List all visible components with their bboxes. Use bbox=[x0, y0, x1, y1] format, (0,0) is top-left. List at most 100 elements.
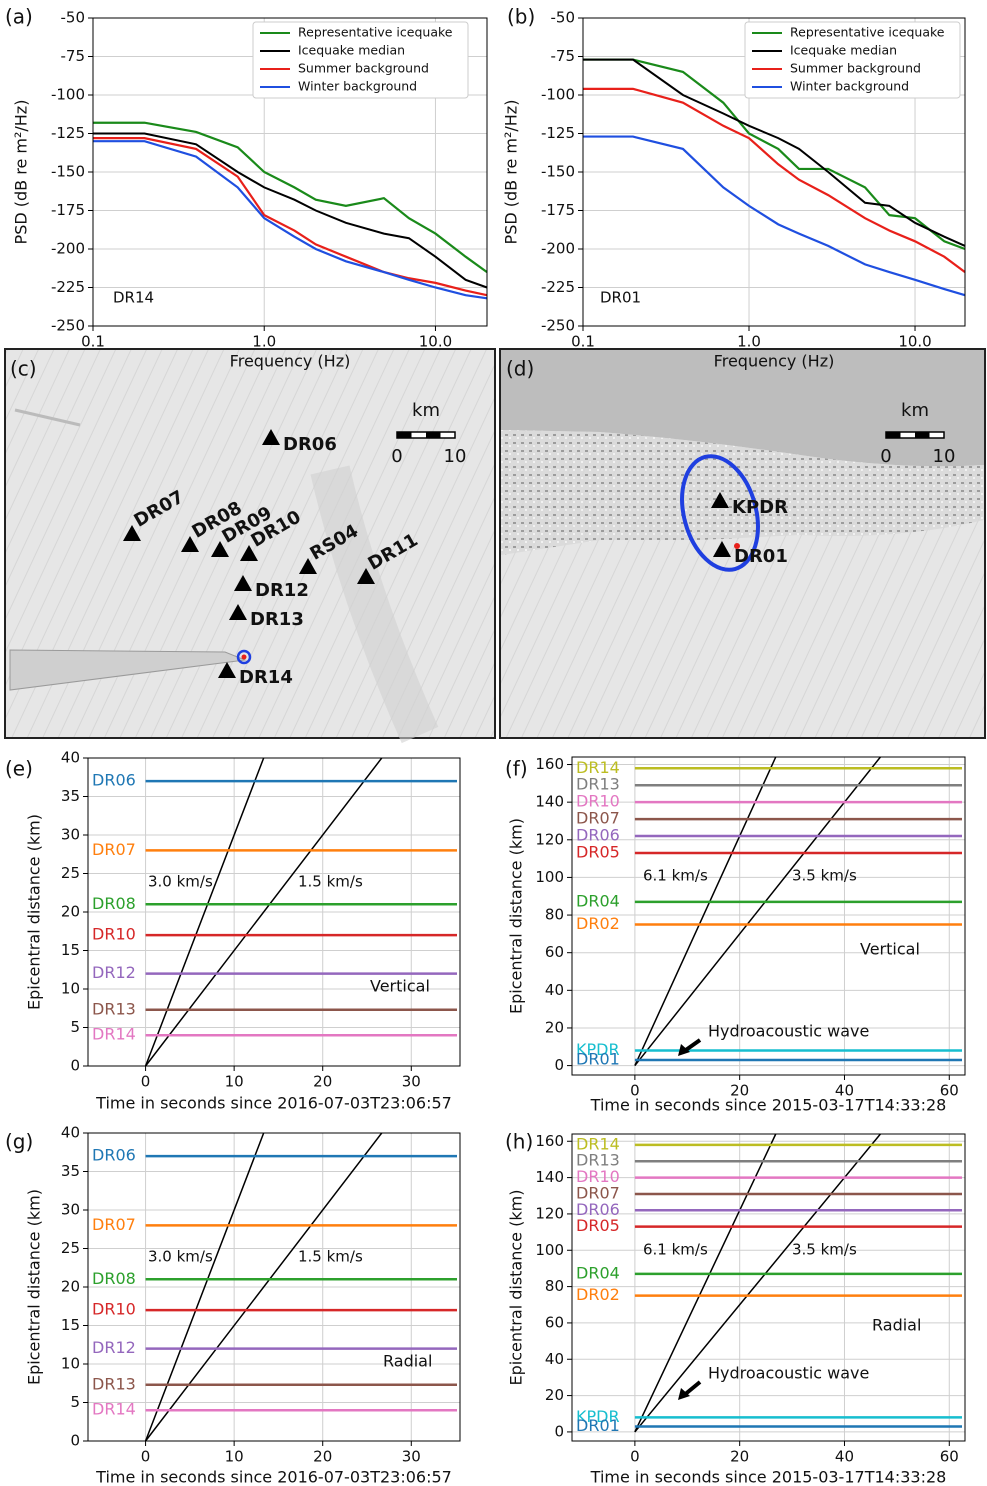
trace-label: DR13 bbox=[92, 1374, 136, 1393]
velocity-label: 3.0 km/s bbox=[148, 873, 213, 891]
y-tick-label: 140 bbox=[535, 793, 564, 811]
station-label: KPDR bbox=[732, 497, 788, 518]
trace-label: DR08 bbox=[92, 1269, 136, 1288]
component-label: Radial bbox=[872, 1316, 921, 1335]
scale-unit: km bbox=[412, 400, 440, 421]
scale-bar-segment bbox=[886, 432, 901, 438]
y-tick-label: 35 bbox=[61, 787, 80, 805]
x-axis-label: Frequency (Hz) bbox=[230, 352, 351, 371]
annotation: DR14 bbox=[113, 289, 154, 307]
y-axis-label: Epicentral distance (km) bbox=[507, 1190, 526, 1386]
panel: 01020300510152025303540(e)Time in second… bbox=[5, 749, 460, 1113]
trace-label: DR04 bbox=[576, 1263, 620, 1282]
y-tick-label: 80 bbox=[545, 906, 564, 924]
station-label: DR14 bbox=[239, 667, 293, 688]
scale-unit: km bbox=[901, 400, 929, 421]
y-tick-label: 5 bbox=[70, 1018, 80, 1036]
y-tick-label: -225 bbox=[541, 278, 575, 296]
panel-label: (e) bbox=[5, 757, 33, 781]
y-tick-label: -50 bbox=[551, 9, 576, 27]
trace-label: DR10 bbox=[92, 1300, 136, 1319]
y-tick-label: -250 bbox=[51, 317, 85, 335]
x-tick-label: 40 bbox=[835, 1448, 854, 1466]
y-tick-label: 0 bbox=[70, 1057, 80, 1075]
y-axis-label: Epicentral distance (km) bbox=[25, 814, 44, 1010]
scale-bar-segment bbox=[426, 432, 441, 438]
x-tick-label: 10 bbox=[225, 1448, 244, 1466]
y-tick-label: 100 bbox=[535, 1241, 564, 1259]
x-tick-label: 30 bbox=[402, 1448, 421, 1466]
velocity-label: 6.1 km/s bbox=[643, 1241, 708, 1259]
trace-label: DR13 bbox=[92, 999, 136, 1018]
y-tick-label: -225 bbox=[51, 278, 85, 296]
y-tick-label: -150 bbox=[541, 163, 575, 181]
y-tick-label: 20 bbox=[61, 903, 80, 921]
y-tick-label: 160 bbox=[535, 1132, 564, 1150]
y-tick-label: 80 bbox=[545, 1277, 564, 1295]
x-tick-label: 0.1 bbox=[81, 333, 105, 351]
y-tick-label: -75 bbox=[61, 47, 86, 65]
legend-label: Icequake median bbox=[790, 43, 897, 58]
y-tick-label: 20 bbox=[61, 1278, 80, 1296]
legend-label: Icequake median bbox=[298, 43, 405, 58]
x-tick-label: 10 bbox=[225, 1073, 244, 1091]
y-tick-label: -100 bbox=[541, 86, 575, 104]
y-tick-label: -125 bbox=[51, 124, 85, 142]
panel-label: (b) bbox=[507, 5, 535, 29]
y-axis-label: Epicentral distance (km) bbox=[507, 818, 526, 1014]
y-tick-label: 100 bbox=[535, 868, 564, 886]
legend-label: Winter background bbox=[790, 79, 909, 94]
legend-label: Summer background bbox=[298, 61, 429, 76]
trace-label: DR02 bbox=[576, 914, 620, 933]
plot-area bbox=[572, 1134, 965, 1441]
velocity-label: 1.5 km/s bbox=[298, 1248, 363, 1266]
figure: 0.11.010.0-50-75-100-125-150-175-200-225… bbox=[0, 0, 987, 1486]
station-label: DR01 bbox=[734, 546, 788, 567]
velocity-label: 3.0 km/s bbox=[148, 1248, 213, 1266]
panel-label: (a) bbox=[5, 5, 33, 29]
x-tick-label: 20 bbox=[313, 1448, 332, 1466]
trace-label: DR01 bbox=[576, 1416, 620, 1435]
velocity-label: 6.1 km/s bbox=[643, 867, 708, 885]
y-tick-label: 40 bbox=[545, 1350, 564, 1368]
y-tick-label: 40 bbox=[545, 981, 564, 999]
x-tick-label: 10.0 bbox=[898, 333, 931, 351]
y-tick-label: 0 bbox=[554, 1422, 564, 1440]
y-tick-label: -50 bbox=[61, 9, 86, 27]
y-tick-label: -150 bbox=[51, 163, 85, 181]
component-label: Vertical bbox=[370, 977, 430, 996]
x-tick-label: 0.1 bbox=[571, 333, 595, 351]
y-tick-label: 35 bbox=[61, 1162, 80, 1180]
trace-label: DR06 bbox=[92, 771, 136, 790]
station-label: DR12 bbox=[255, 580, 309, 601]
legend-label: Summer background bbox=[790, 61, 921, 76]
panel-label: (h) bbox=[505, 1130, 533, 1154]
velocity-label: 3.5 km/s bbox=[792, 1241, 857, 1259]
x-axis-label: Time in seconds since 2015-03-17T14:33:2… bbox=[590, 1468, 947, 1486]
x-tick-label: 20 bbox=[313, 1073, 332, 1091]
station-label: DR13 bbox=[250, 609, 304, 630]
y-tick-label: 120 bbox=[535, 1204, 564, 1222]
station-label: DR06 bbox=[283, 434, 337, 455]
velocity-label: 3.5 km/s bbox=[792, 867, 857, 885]
x-tick-label: 0 bbox=[141, 1448, 151, 1466]
page: 0.11.010.0-50-75-100-125-150-175-200-225… bbox=[0, 0, 987, 1486]
panel-label: (d) bbox=[506, 357, 534, 381]
x-axis-label: Time in seconds since 2015-03-17T14:33:2… bbox=[590, 1096, 947, 1115]
y-tick-label: 160 bbox=[535, 755, 564, 773]
x-tick-label: 30 bbox=[402, 1073, 421, 1091]
annotation: Hydroacoustic wave bbox=[708, 1022, 869, 1041]
y-tick-label: 15 bbox=[61, 941, 80, 959]
trace-label: DR07 bbox=[92, 1215, 136, 1234]
trace-label: DR06 bbox=[92, 1146, 136, 1165]
y-tick-label: 25 bbox=[61, 1239, 80, 1257]
epicenter bbox=[242, 655, 247, 660]
y-tick-label: 0 bbox=[554, 1056, 564, 1074]
x-tick-label: 0 bbox=[141, 1073, 151, 1091]
y-axis-label: PSD (dB re m²/Hz) bbox=[12, 100, 31, 245]
y-tick-label: 60 bbox=[545, 1313, 564, 1331]
legend-label: Representative icequake bbox=[298, 25, 453, 40]
trace-label: DR04 bbox=[576, 891, 620, 910]
x-tick-label: 1.0 bbox=[252, 333, 276, 351]
y-tick-label: 40 bbox=[61, 1124, 80, 1142]
